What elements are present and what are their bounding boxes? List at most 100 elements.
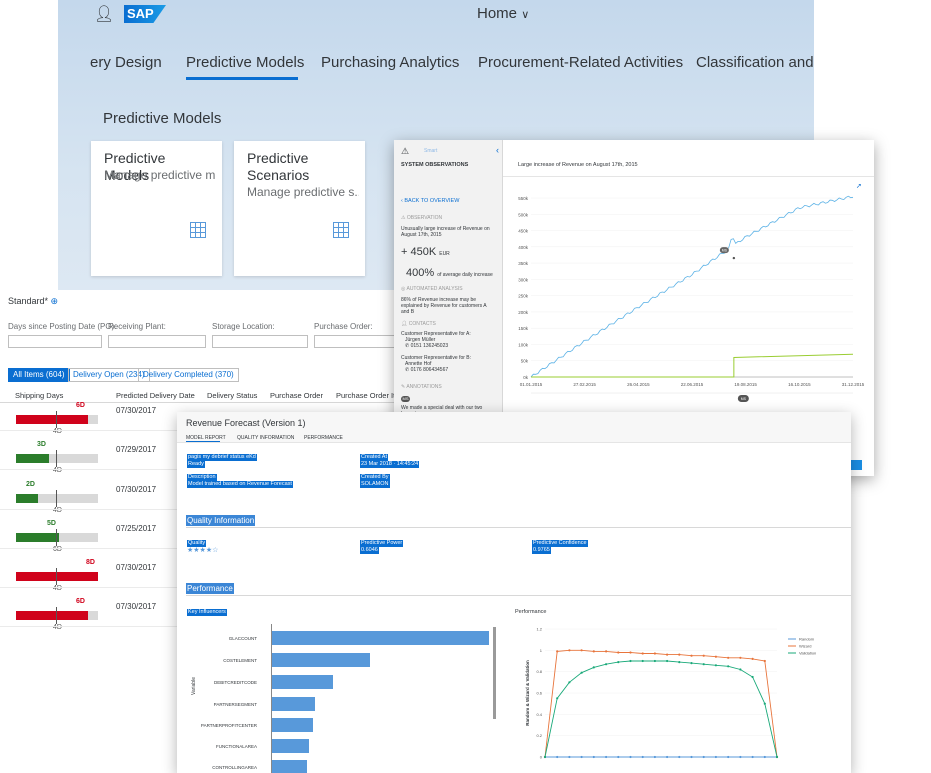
- scrollbar[interactable]: [493, 627, 496, 719]
- x-tick-label: 16.10.2015: [788, 382, 811, 387]
- y-tick-label: 550k: [518, 196, 529, 201]
- table-row[interactable]: 6D 4D 07/30/2017: [0, 392, 400, 435]
- avatar: MS: [401, 396, 410, 402]
- row-divider: [0, 469, 180, 470]
- action-button[interactable]: [842, 460, 862, 470]
- series-point-random: [763, 755, 766, 759]
- highlight-point: [732, 256, 736, 260]
- series-point-random: [739, 755, 742, 759]
- tab-classification[interactable]: Classification and S: [696, 54, 814, 71]
- shipping-days-bar: [16, 454, 98, 463]
- tab-model-report[interactable]: MODEL REPORT: [186, 435, 226, 441]
- tab-performance[interactable]: PERFORMANCE: [304, 435, 343, 441]
- tab-all-items[interactable]: All Items (604): [8, 368, 70, 382]
- variant-selector[interactable]: Standard* ⊕: [8, 296, 58, 307]
- days-since-posting-input[interactable]: [8, 335, 102, 348]
- analysis-label: ◎ AUTOMATED ANALYSIS: [401, 286, 463, 292]
- back-to-overview-link[interactable]: ‹ BACK TO OVERVIEW: [401, 198, 460, 204]
- series-point-random: [641, 755, 644, 759]
- tab-delivery-open[interactable]: Delivery Open (234): [68, 368, 150, 382]
- pct-number: 400%: [406, 267, 435, 279]
- predicted-delivery-date: 07/30/2017: [116, 602, 157, 611]
- series-point-wizard: [641, 652, 644, 655]
- table-row[interactable]: 8D 4D 07/30/2017: [0, 549, 400, 592]
- series-point-validation: [617, 661, 620, 664]
- big-value: + 450K EUR: [401, 246, 450, 258]
- table-row[interactable]: 2D 4D 07/30/2017: [0, 471, 400, 514]
- influencer-bar[interactable]: [272, 739, 309, 753]
- series-point-validation: [751, 675, 754, 679]
- tab-design[interactable]: ery Design: [90, 54, 162, 71]
- chevron-down-icon: ∨: [521, 9, 530, 21]
- influencer-bar[interactable]: [272, 718, 313, 732]
- shipping-days-actual: 8D: [86, 559, 95, 566]
- shipping-days-actual: 5D: [47, 520, 56, 527]
- column-header[interactable]: Predicted Delivery Date: [116, 391, 195, 400]
- user-icon[interactable]: 👤︎: [94, 6, 115, 23]
- status-label: pagis my debrief status eKd: [187, 454, 257, 461]
- shipping-days-planned: 4D: [53, 507, 62, 514]
- series-point-random: [751, 755, 754, 759]
- influencer-bar[interactable]: [272, 653, 370, 667]
- tab-purchasing-analytics[interactable]: Purchasing Analytics: [321, 54, 460, 71]
- contact-phone[interactable]: ✆ 0176 806434567: [405, 367, 449, 373]
- tile-predictive-models[interactable]: Predictive Models Manage predictive m...: [91, 141, 222, 276]
- y-tick-label: 250k: [518, 294, 529, 299]
- series-point-random: [568, 755, 571, 759]
- shipping-days-fill: [16, 415, 88, 424]
- sap-logo[interactable]: SAP: [124, 5, 166, 23]
- created-label: Created At: [360, 454, 388, 461]
- grid-icon: [333, 222, 349, 238]
- influencer-label: PARTNERSEGMENT: [213, 702, 257, 707]
- target-tick: [56, 568, 57, 585]
- purchase-order-input[interactable]: [314, 335, 396, 348]
- tile-subtitle: Manage predictive s...: [247, 185, 359, 199]
- shell-title-text: Home: [477, 5, 518, 22]
- tab-predictive-models[interactable]: Predictive Models: [186, 54, 305, 71]
- y-tick-label: 500k: [518, 212, 529, 217]
- pin-icon[interactable]: ➚: [856, 183, 862, 190]
- series-point-random: [727, 755, 730, 759]
- table-row[interactable]: 6D 4D 07/30/2017: [0, 588, 400, 631]
- influencer-bar[interactable]: [272, 675, 333, 689]
- shipping-days-fill: [16, 611, 88, 620]
- series-point-wizard: [763, 659, 766, 663]
- tab-quality-information[interactable]: QUALITY INFORMATION: [237, 435, 295, 441]
- column-header[interactable]: Shipping Days: [15, 391, 64, 400]
- influencer-bar[interactable]: [272, 697, 315, 711]
- contact-name: Annette Hof: [405, 361, 432, 367]
- shipping-days-planned: 6D: [53, 546, 62, 553]
- tab-procurement-activities[interactable]: Procurement-Related Activities: [478, 54, 684, 71]
- influencer-bar[interactable]: [272, 631, 489, 645]
- shell-title[interactable]: Home ∨: [477, 5, 529, 22]
- contact-phone[interactable]: ✆ 0151 136245023: [405, 343, 449, 349]
- column-header[interactable]: Delivery Status: [207, 391, 258, 400]
- created-by-value: SOLAMON: [360, 481, 390, 488]
- performance-chart-title: Performance: [515, 609, 547, 615]
- contact-b: Customer Representative for B: Annette H…: [401, 355, 471, 373]
- key-influencers-chart: GLACCOUNT COSTELEMENT DEBITCREDITCODE PARTN…: [177, 412, 497, 773]
- column-header[interactable]: Purchase Order: [270, 391, 323, 400]
- influencer-bar[interactable]: [272, 760, 307, 773]
- series-point-validation: [714, 664, 717, 667]
- receiving-plant-input[interactable]: [108, 335, 206, 348]
- big-value-unit: EUR: [439, 251, 450, 257]
- storage-location-input[interactable]: [212, 335, 308, 348]
- bar-axis: [271, 624, 272, 773]
- table-row[interactable]: 3D 4D 07/29/2017: [0, 431, 400, 474]
- legend-label: Random: [799, 637, 815, 642]
- y-tick-label: 1: [540, 648, 543, 653]
- warning-icon: ⚠: [401, 146, 410, 156]
- y-tick-label: 100k: [518, 342, 529, 347]
- predicted-delivery-date: 07/29/2017: [116, 445, 157, 454]
- series-point-random: [592, 755, 595, 759]
- tile-predictive-scenarios[interactable]: Predictive Scenarios Manage predictive s…: [234, 141, 365, 276]
- y-tick-label: 300k: [518, 277, 529, 282]
- collapse-icon[interactable]: ‹: [496, 145, 499, 155]
- target-tick: [56, 490, 57, 507]
- tab-delivery-completed[interactable]: Delivery Completed (370): [138, 368, 239, 382]
- column-header[interactable]: Purchase Order Ite: [336, 391, 400, 400]
- table-row[interactable]: 5D 6D 07/25/2017: [0, 510, 400, 553]
- key-influencers-title: Key Influencers: [187, 609, 227, 616]
- chevron-circle-icon: ⊕: [50, 296, 59, 306]
